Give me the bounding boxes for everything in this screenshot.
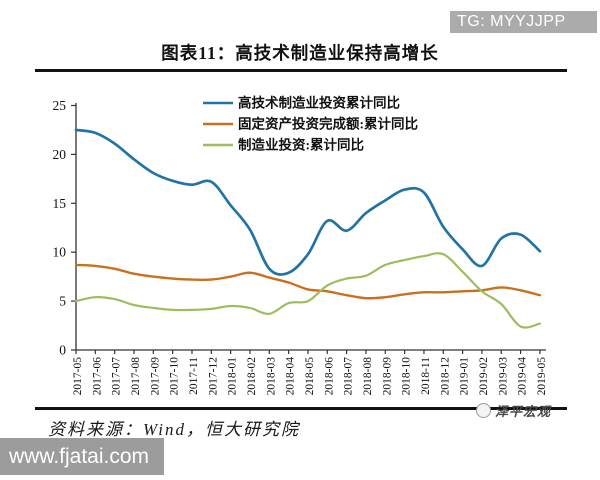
x-axis-label: 2017-07 [111,357,123,396]
x-axis-label: 2018-09 [381,357,393,396]
x-axis-label: 2019-04 [517,357,529,396]
seal-logo-icon [476,403,491,418]
x-axis-label: 2018-01 [227,357,239,396]
series-line-0 [74,128,542,276]
x-axis-label: 2018-07 [343,357,355,396]
x-axis-label: 2017-12 [207,357,219,396]
series-line-2 [74,252,541,329]
x-axis-label: 2017-10 [169,357,181,396]
x-axis-label: 2018-12 [439,357,451,396]
x-axis-label: 2018-02 [246,357,258,396]
y-axis-label: 5 [59,294,66,309]
x-axis-label: 2018-04 [285,357,297,396]
series-line-1 [74,263,542,300]
x-axis-label: 2019-01 [459,357,471,396]
x-axis-label: 2018-03 [265,357,277,396]
chart-title: 图表11：高技术制造业保持高增长 [161,43,439,63]
x-axis-label: 2018-10 [401,357,413,396]
publisher-watermark: 泽平宏观 [476,401,551,420]
x-axis-label: 2018-06 [323,357,335,396]
x-axis-label: 2019-03 [497,357,509,396]
x-axis-label: 2017-06 [91,357,103,396]
x-axis-label: 2017-09 [149,357,161,396]
tg-badge: TG: MYYJJPP [450,11,597,33]
footer-rule [35,407,567,410]
site-banner: www.fjatai.com [0,438,164,475]
x-axis-label: 2017-05 [72,357,84,396]
legend-label-2: 制造业投资:累计同比 [238,137,364,153]
y-axis-label: 10 [53,245,67,260]
legend-label-0: 高技术制造业投资累计同比 [238,95,400,111]
data-source-note: 资料来源：Wind，恒大研究院 [48,420,300,439]
x-axis-label: 2017-11 [188,357,200,395]
y-axis-label: 20 [53,147,67,162]
x-axis-label: 2019-05 [536,357,548,396]
x-axis-label: 2018-05 [304,357,316,396]
y-axis-label: 25 [53,98,67,113]
legend-label-1: 固定资产投资完成额:累计同比 [238,116,418,132]
x-axis-label: 2018-11 [420,357,432,395]
title-rule [35,69,567,72]
publisher-watermark-label: 泽平宏观 [495,404,552,419]
y-axis-label: 0 [59,343,66,358]
x-axis-label: 2019-02 [478,357,490,396]
x-axis-label: 2018-08 [362,357,374,396]
y-axis-label: 15 [53,196,67,211]
x-axis-label: 2017-08 [130,357,142,396]
